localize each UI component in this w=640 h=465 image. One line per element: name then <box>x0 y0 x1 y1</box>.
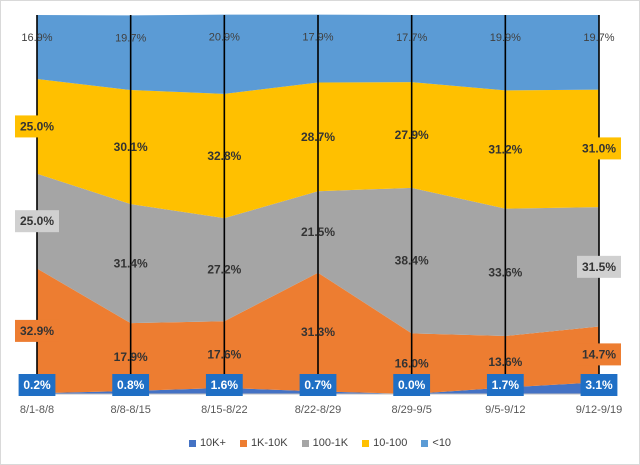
legend-item: 1K-10K <box>239 437 288 449</box>
x-tick-label: 8/1-8/8 <box>20 404 54 416</box>
legend-label: <10 <box>432 437 452 449</box>
data-label: 17.6% <box>207 348 241 362</box>
data-label: 38.4% <box>395 254 429 268</box>
area-series-0 <box>37 382 599 394</box>
x-tick-label: 8/15-8/22 <box>201 404 247 416</box>
legend-item: 10K+ <box>188 437 226 449</box>
x-tick-label: 9/5-9/12 <box>485 404 525 416</box>
data-label: 25.0% <box>20 214 54 228</box>
data-label-box <box>577 137 621 160</box>
data-label: 31.3% <box>301 325 335 339</box>
data-label: 32.9% <box>20 324 54 338</box>
data-label: 19.9% <box>490 32 521 44</box>
data-label: 0.7% <box>304 378 332 392</box>
x-tick-label: 8/8-8/15 <box>110 404 150 416</box>
data-label: 28.7% <box>301 130 335 144</box>
x-tick-label: 9/12-9/19 <box>576 404 622 416</box>
data-label-box <box>205 374 243 396</box>
data-label: 27.2% <box>207 263 241 277</box>
legend-swatch <box>362 439 370 447</box>
data-label: 20.9% <box>209 32 240 44</box>
data-label: 19.7% <box>583 32 614 44</box>
data-label: 30.1% <box>114 140 148 154</box>
data-label-box <box>18 374 56 396</box>
legend-swatch <box>301 439 309 447</box>
data-label: 0.2% <box>23 378 51 392</box>
data-label: 32.8% <box>207 149 241 163</box>
data-label: 17.9% <box>114 350 148 364</box>
data-label: 3.1% <box>585 378 613 392</box>
legend-label: 10-100 <box>373 437 408 449</box>
legend: 10K+ 1K-10K 100-1K 10-100 <10 <box>1 433 639 453</box>
data-label: 1.6% <box>211 378 239 392</box>
legend-swatch <box>421 439 429 447</box>
data-label: 21.5% <box>301 225 335 239</box>
data-label: 14.7% <box>582 347 616 361</box>
legend-label: 10K+ <box>199 437 226 449</box>
data-label: 17.9% <box>302 32 333 44</box>
legend-item: 10-100 <box>362 437 407 449</box>
legend-swatch <box>239 439 247 447</box>
data-label: 1.7% <box>492 378 520 392</box>
legend-swatch <box>188 439 196 447</box>
data-label-box <box>580 374 618 396</box>
data-label: 0.8% <box>117 378 145 392</box>
data-label: 31.4% <box>114 257 148 271</box>
data-label: 31.5% <box>582 260 616 274</box>
legend-label: 1K-10K <box>250 437 288 449</box>
data-label: 33.6% <box>488 265 522 279</box>
x-tick-label: 8/29-9/5 <box>391 404 431 416</box>
data-label-box <box>299 374 337 396</box>
x-tick-label: 8/22-8/29 <box>295 404 341 416</box>
data-label: 16.0% <box>395 357 429 371</box>
data-label: 16.9% <box>21 32 52 44</box>
data-label: 19.7% <box>115 32 146 44</box>
data-label-box <box>15 210 59 233</box>
legend-item: 100-1K <box>301 437 349 449</box>
data-label-box <box>15 115 59 138</box>
plot-area: 0.2% 0.8% 1.6% 0.7% 0.0% 1.7% 3.1% 32.9% 17.9% 17… <box>15 14 622 416</box>
legend-label: 100-1K <box>312 437 349 449</box>
data-label: 0.0% <box>398 378 426 392</box>
data-label: 27.9% <box>395 128 429 142</box>
data-label-box <box>15 319 59 342</box>
data-label-box <box>112 374 150 396</box>
data-label-box <box>577 255 621 278</box>
data-label: 31.2% <box>488 143 522 157</box>
legend-item: <10 <box>421 437 451 449</box>
data-label: 31.0% <box>582 141 616 155</box>
data-label-box <box>486 374 524 396</box>
data-label: 13.6% <box>488 355 522 369</box>
data-label-box <box>393 374 431 396</box>
data-label-box <box>577 343 621 366</box>
data-label: 17.7% <box>396 32 427 44</box>
data-label: 25.0% <box>20 119 54 133</box>
